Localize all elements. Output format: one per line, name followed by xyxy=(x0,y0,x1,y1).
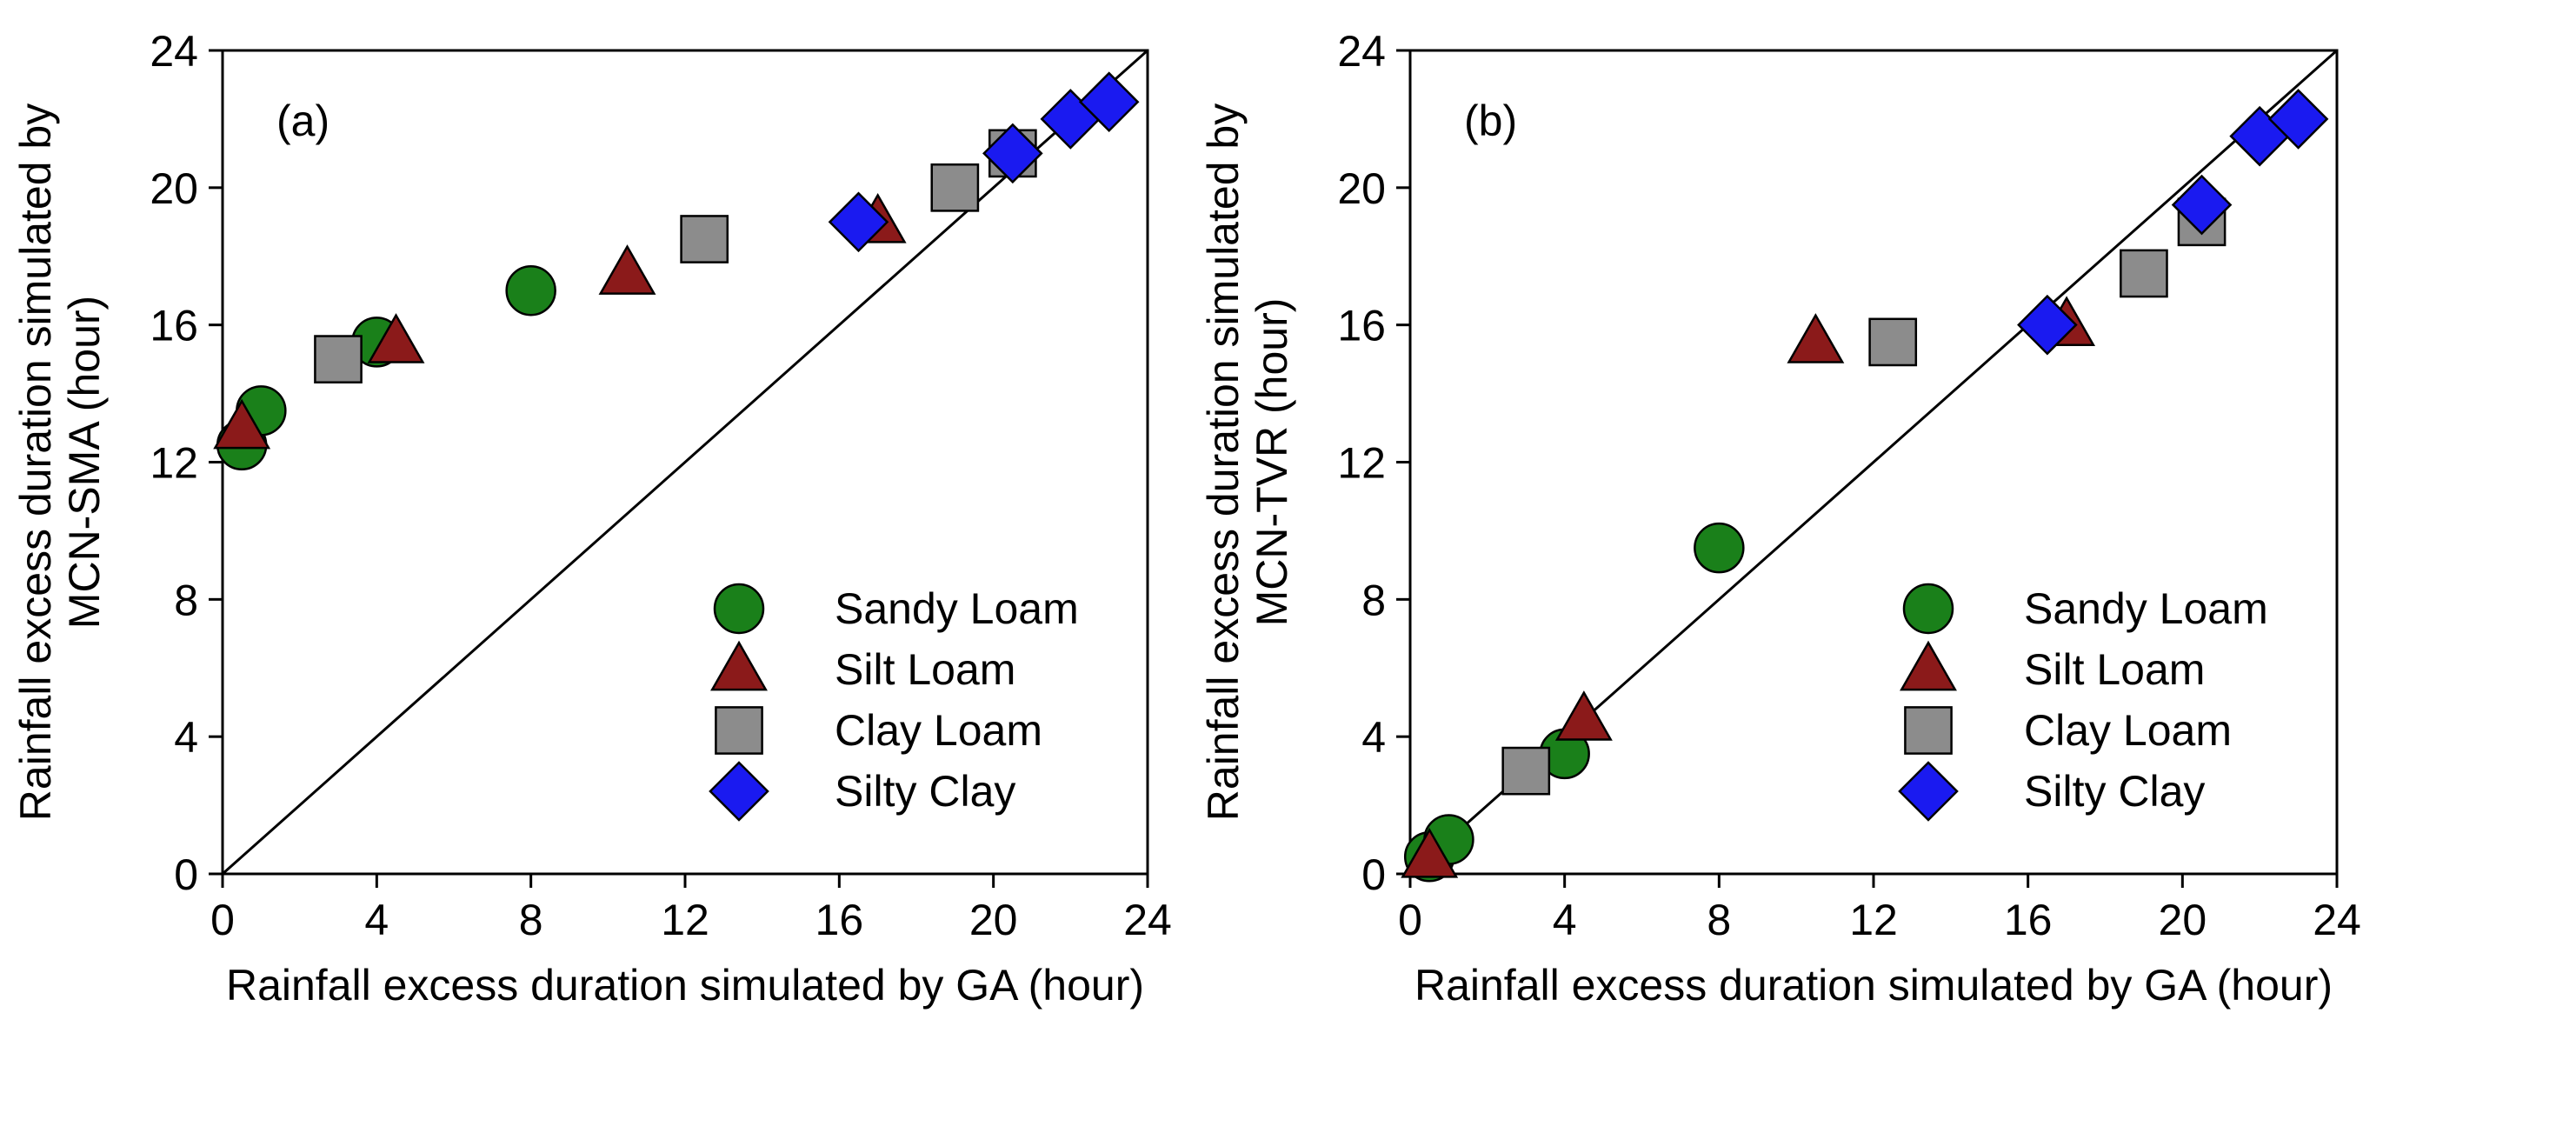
legend-label: Sandy Loam xyxy=(2024,584,2268,633)
x-tick-label: 24 xyxy=(2313,896,2361,944)
data-point xyxy=(1501,746,1551,796)
legend-label: Silt Loam xyxy=(2024,645,2205,694)
y-axis-title-line: MCN-SMA (hour) xyxy=(60,296,109,629)
legend-label: Sandy Loam xyxy=(835,584,1079,633)
y-tick-label: 12 xyxy=(1337,439,1386,488)
diamond-legend-icon xyxy=(1898,761,1959,822)
data-point xyxy=(2267,89,2329,150)
y-tick-label: 20 xyxy=(1337,164,1386,213)
legend-label: Silt Loam xyxy=(835,645,1015,694)
y-tick-label: 12 xyxy=(150,439,198,488)
series-clay-loam xyxy=(1501,197,2227,796)
series-clay-loam xyxy=(314,129,1037,383)
square-legend-icon xyxy=(715,706,763,755)
x-tick-label: 12 xyxy=(661,896,709,944)
data-point xyxy=(1401,827,1459,878)
data-point xyxy=(1554,690,1613,741)
data-point xyxy=(1868,317,1918,367)
legend: Sandy Loam Silt Loam Clay Loam Silty Clay xyxy=(709,583,1079,822)
x-tick-label: 8 xyxy=(1707,896,1731,944)
data-point xyxy=(598,244,656,295)
data-point xyxy=(505,264,556,317)
panel-label: (b) xyxy=(1464,97,1517,145)
series-silty-clay xyxy=(828,71,1140,253)
triangle-legend-icon xyxy=(710,640,768,691)
x-tick-label: 8 xyxy=(519,896,543,944)
data-point xyxy=(367,313,425,363)
triangle-legend-icon xyxy=(1900,640,1957,691)
y-tick-label: 0 xyxy=(1361,850,1386,899)
y-axis-title-line: Rainfall excess duration simulated by xyxy=(11,103,60,821)
y-tick-label: 16 xyxy=(150,302,198,350)
x-tick-label: 4 xyxy=(1553,896,1577,944)
data-point xyxy=(2017,294,2078,356)
data-point xyxy=(680,215,729,263)
y-tick-label: 20 xyxy=(150,164,198,213)
series-silt-loam xyxy=(213,192,907,450)
y-tick-label: 24 xyxy=(1337,27,1386,76)
x-tick-label: 4 xyxy=(364,896,389,944)
x-axis-title: Rainfall excess duration simulated by GA… xyxy=(226,961,1144,1010)
series-sandy-loam xyxy=(1403,522,1745,883)
one-to-one-line xyxy=(222,49,1148,876)
x-tick-label: 0 xyxy=(1398,896,1422,944)
legend-label: Clay Loam xyxy=(835,706,1042,755)
circle-legend-icon xyxy=(1902,583,1954,635)
data-point xyxy=(930,163,980,212)
panel-label: (a) xyxy=(276,97,329,145)
data-point xyxy=(982,123,1043,184)
y-tick-label: 24 xyxy=(150,27,198,76)
data-point xyxy=(1787,313,1845,363)
data-point xyxy=(2171,174,2233,236)
circle-legend-icon xyxy=(713,583,765,635)
panel-b: 0 4 8 12 16 20 24 0 4 8 12 16 20 24 (b) Rainfall excess… xyxy=(1199,27,2361,1010)
x-tick-label: 0 xyxy=(210,896,235,944)
y-tick-label: 4 xyxy=(1361,713,1386,762)
legend: Sandy Loam Silt Loam Clay Loam Silty Clay xyxy=(1898,583,2268,822)
x-tick-label: 16 xyxy=(2004,896,2053,944)
series-silty-clay xyxy=(2017,89,2329,356)
data-point xyxy=(2120,249,2168,298)
data-point xyxy=(1694,522,1745,574)
legend-label: Silty Clay xyxy=(835,767,1015,816)
y-tick-label: 8 xyxy=(174,576,198,624)
y-tick-label: 0 xyxy=(174,850,198,899)
y-tick-label: 16 xyxy=(1337,302,1386,350)
x-axis-title: Rainfall excess duration simulated by GA… xyxy=(1414,961,2333,1010)
y-axis-title-line: Rainfall excess duration simulated by xyxy=(1199,103,1248,821)
data-point xyxy=(314,335,363,383)
y-axis-title-line: MCN-TVR (hour) xyxy=(1248,298,1296,627)
diamond-legend-icon xyxy=(709,761,769,822)
series-sandy-loam xyxy=(216,264,556,471)
square-legend-icon xyxy=(1904,706,1953,755)
data-point xyxy=(1078,71,1140,132)
y-tick-label: 8 xyxy=(1361,576,1386,624)
data-point xyxy=(828,191,889,253)
x-tick-label: 24 xyxy=(1123,896,1172,944)
y-tick-label: 4 xyxy=(174,713,198,762)
x-tick-label: 20 xyxy=(969,896,1018,944)
panel-a: 0 4 8 12 16 20 24 0 4 8 12 16 20 24 (a) Rainfall excess… xyxy=(11,27,1172,1010)
x-tick-label: 12 xyxy=(1849,896,1898,944)
legend-label: Silty Clay xyxy=(2024,767,2205,816)
x-tick-label: 16 xyxy=(815,896,864,944)
legend-label: Clay Loam xyxy=(2024,706,2232,755)
x-tick-label: 20 xyxy=(2159,896,2207,944)
data-point xyxy=(213,398,271,450)
